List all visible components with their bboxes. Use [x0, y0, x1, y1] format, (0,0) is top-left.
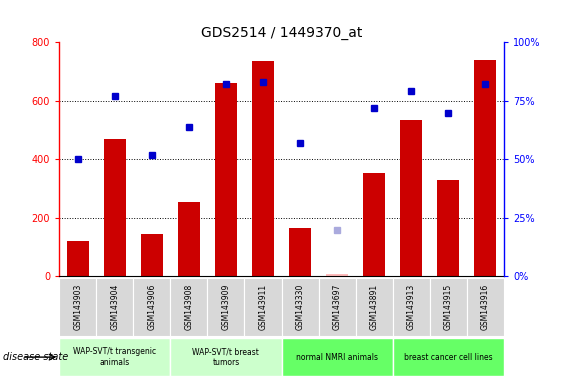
Bar: [171, 338, 282, 376]
Bar: [66, 242, 89, 276]
Text: GSM143913: GSM143913: [406, 284, 415, 330]
Text: GSM143697: GSM143697: [333, 284, 342, 330]
Bar: [319, 278, 356, 336]
Bar: [363, 172, 385, 276]
Bar: [393, 338, 504, 376]
Bar: [104, 139, 126, 276]
Bar: [215, 83, 237, 276]
Text: GSM143903: GSM143903: [73, 284, 82, 330]
Text: GSM143891: GSM143891: [370, 284, 379, 330]
Bar: [59, 278, 96, 336]
Bar: [356, 278, 393, 336]
Title: GDS2514 / 1449370_at: GDS2514 / 1449370_at: [201, 26, 362, 40]
Bar: [244, 278, 282, 336]
Text: GSM143909: GSM143909: [221, 284, 230, 330]
Bar: [178, 202, 200, 276]
Text: disease state: disease state: [3, 352, 68, 362]
Bar: [400, 120, 422, 276]
Bar: [171, 278, 207, 336]
Bar: [393, 278, 430, 336]
Bar: [430, 278, 467, 336]
Text: GSM143916: GSM143916: [481, 284, 490, 330]
Bar: [474, 60, 497, 276]
Bar: [133, 278, 171, 336]
Bar: [96, 278, 133, 336]
Text: GSM143330: GSM143330: [296, 284, 305, 330]
Text: breast cancer cell lines: breast cancer cell lines: [404, 353, 493, 362]
Text: GSM143908: GSM143908: [184, 284, 193, 330]
Bar: [282, 338, 393, 376]
Bar: [207, 278, 244, 336]
Bar: [282, 278, 319, 336]
Text: WAP-SVT/t transgenic
animals: WAP-SVT/t transgenic animals: [73, 348, 157, 367]
Text: GSM143915: GSM143915: [444, 284, 453, 330]
Bar: [326, 273, 348, 276]
Bar: [437, 180, 459, 276]
Text: normal NMRI animals: normal NMRI animals: [296, 353, 378, 362]
Bar: [467, 278, 504, 336]
Bar: [289, 228, 311, 276]
Bar: [141, 234, 163, 276]
Bar: [252, 61, 274, 276]
Bar: [59, 338, 171, 376]
Text: GSM143904: GSM143904: [110, 284, 119, 330]
Text: WAP-SVT/t breast
tumors: WAP-SVT/t breast tumors: [193, 348, 260, 367]
Text: GSM143906: GSM143906: [148, 284, 157, 330]
Text: GSM143911: GSM143911: [258, 284, 267, 330]
